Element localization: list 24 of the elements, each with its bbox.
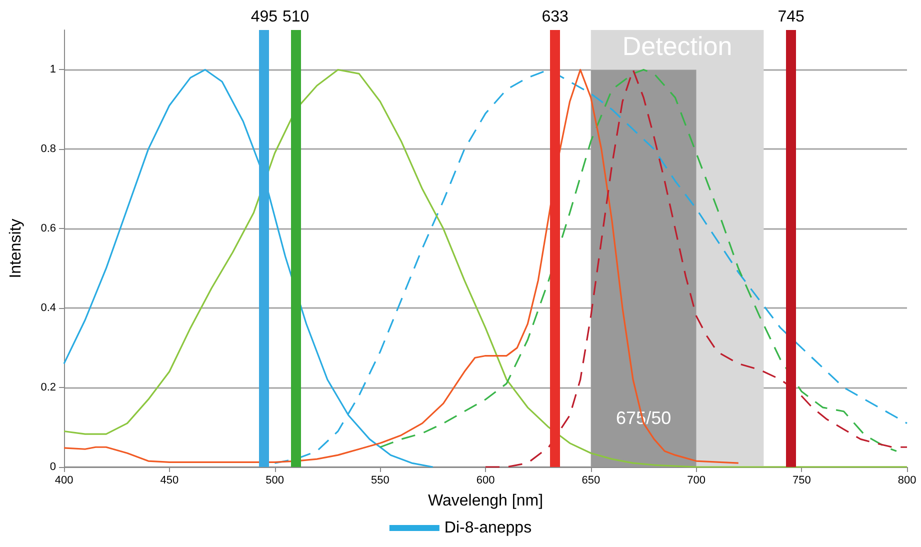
x-tick-label: 800 xyxy=(898,474,916,486)
ref-line-label: 510 xyxy=(282,8,310,26)
line-series xyxy=(379,68,898,452)
x-tick-label: 400 xyxy=(54,474,74,486)
x-tick-label: 700 xyxy=(687,474,706,486)
y-tick-label: 0.6 xyxy=(40,222,56,235)
x-tick-label: 650 xyxy=(582,474,600,486)
y-tick-label: 1 xyxy=(50,64,56,76)
x-tick-label: 550 xyxy=(370,474,390,486)
line-series xyxy=(63,68,740,464)
ref-line-label: 745 xyxy=(778,8,805,26)
x-tick-label: 450 xyxy=(160,474,179,486)
x-tick-label: 750 xyxy=(792,474,811,486)
ref-line-label: 495 xyxy=(250,8,278,26)
y-tick-label: 0.8 xyxy=(40,143,56,156)
legend-label: Di-8-anepps xyxy=(444,520,532,536)
y-tick-label: 0.4 xyxy=(40,302,56,314)
y-tick-label: 0 xyxy=(50,461,56,473)
x-tick-label: 500 xyxy=(266,474,284,486)
x-axis-title: Wavelengh [nm] xyxy=(428,492,544,510)
x-tick-label: 600 xyxy=(476,474,495,486)
ref-line-label: 633 xyxy=(542,8,568,26)
y-axis-title: Intensity xyxy=(8,218,24,278)
y-tick-label: 0.2 xyxy=(40,382,56,394)
